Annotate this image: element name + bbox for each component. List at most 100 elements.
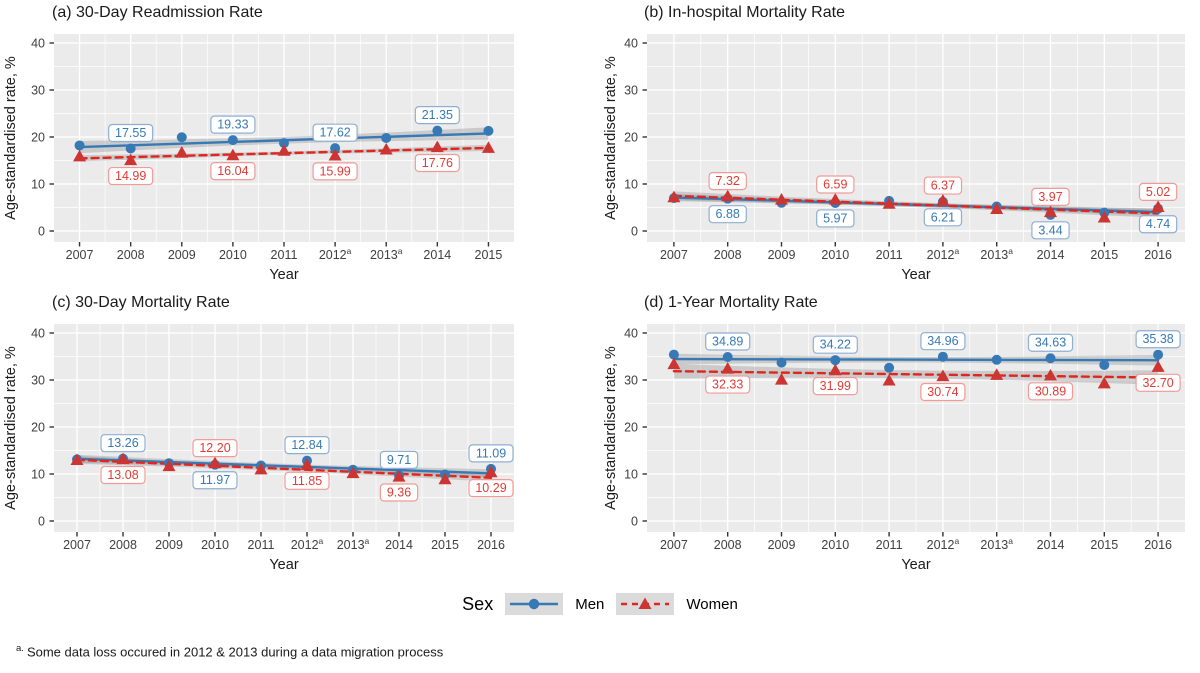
men-value-label: 35.38 xyxy=(1135,330,1181,349)
men-value-label: 11.09 xyxy=(468,444,514,463)
women-point-marker xyxy=(1044,368,1057,381)
x-tick-label: 2012a xyxy=(927,536,960,552)
svg-text:13.26: 13.26 xyxy=(107,436,138,450)
men-point-marker xyxy=(74,140,85,151)
x-tick-label: 2015 xyxy=(1090,538,1118,552)
men-value-label: 4.74 xyxy=(1138,215,1178,234)
women-point-marker xyxy=(828,193,842,205)
y-tick-label: 40 xyxy=(31,327,45,341)
women-point-marker xyxy=(226,148,240,161)
x-tick-label: 2016 xyxy=(477,538,505,552)
men-value-label: 6.21 xyxy=(923,208,963,227)
women-point-marker xyxy=(175,145,189,158)
svg-text:11.85: 11.85 xyxy=(292,474,322,488)
men-value-label: 9.71 xyxy=(379,450,419,469)
major-gridlines xyxy=(54,34,514,242)
svg-text:19.33: 19.33 xyxy=(217,118,248,132)
women-point-marker xyxy=(392,470,406,482)
svg-text:17.62: 17.62 xyxy=(319,126,350,140)
women-value-label: 30.89 xyxy=(1027,382,1074,401)
x-tick-label: 2009 xyxy=(168,248,196,262)
legend-key-women-icon xyxy=(616,593,675,615)
x-tick-label: 2011 xyxy=(271,248,298,262)
women-point-marker xyxy=(328,148,342,161)
women-point-marker xyxy=(1151,200,1165,213)
svg-text:12.20: 12.20 xyxy=(199,441,230,455)
footnote-text: Some data loss occured in 2012 & 2013 du… xyxy=(26,644,444,660)
women-point-marker xyxy=(936,369,950,382)
axis-tick-marks xyxy=(642,42,1159,247)
men-point-marker xyxy=(381,132,392,143)
women-value-label: 14.99 xyxy=(108,166,154,186)
women-points xyxy=(667,189,1165,223)
y-tick-label: 20 xyxy=(31,421,45,435)
women-value-label: 16.04 xyxy=(210,162,256,181)
women-point-marker xyxy=(73,149,87,162)
men-trend-line xyxy=(75,457,493,475)
women-points xyxy=(667,357,1165,389)
svg-text:31.99: 31.99 xyxy=(820,379,851,393)
y-tick-label: 30 xyxy=(624,374,638,388)
women-point-marker xyxy=(990,368,1004,380)
panel-d-chart: 34.89 34.22 34.96 34.63 35.38 32.33 31.99 30.74… xyxy=(603,324,1185,573)
women-point-marker xyxy=(254,462,268,475)
women-point-marker xyxy=(346,466,360,479)
men-point-marker xyxy=(125,143,136,154)
women-value-label: 17.76 xyxy=(414,153,460,173)
svg-text:7.32: 7.32 xyxy=(716,174,740,188)
svg-text:6.59: 6.59 xyxy=(823,178,847,192)
x-tick-label: 2014 xyxy=(423,248,451,262)
y-tick-label: 40 xyxy=(624,327,638,341)
svg-text:11.09: 11.09 xyxy=(476,446,506,460)
y-tick-label: 10 xyxy=(624,178,638,192)
svg-text:16.04: 16.04 xyxy=(217,164,248,178)
svg-text:30.74: 30.74 xyxy=(927,385,958,399)
men-point-marker xyxy=(1099,359,1110,370)
men-value-label: 34.22 xyxy=(812,335,858,354)
men-point-marker xyxy=(330,143,341,154)
svg-text:6.21: 6.21 xyxy=(931,210,955,224)
svg-text:6.37: 6.37 xyxy=(931,179,955,193)
men-point-marker xyxy=(937,351,948,362)
x-tick-label: 2007 xyxy=(63,538,91,552)
men-point-marker xyxy=(279,138,289,149)
svg-text:5.97: 5.97 xyxy=(823,211,847,225)
women-value-label: 12.20 xyxy=(192,439,238,458)
men-value-label: 3.44 xyxy=(1031,221,1070,240)
x-tick-label: 2011 xyxy=(876,248,903,262)
women-value-label: 13.08 xyxy=(100,465,146,485)
women-point-marker xyxy=(70,453,84,465)
y-tick-label: 40 xyxy=(31,37,45,51)
x-tick-label: 2016 xyxy=(1144,538,1172,552)
x-axis-title: Year xyxy=(901,267,930,283)
men-trend-line xyxy=(672,357,1160,362)
svg-text:14.99: 14.99 xyxy=(115,169,146,183)
men-point-marker xyxy=(176,132,187,143)
men-point-marker xyxy=(483,125,494,136)
women-point-marker xyxy=(484,465,498,478)
y-axis-title: Age-standardised rate, % xyxy=(603,346,619,510)
women-points xyxy=(70,452,498,485)
y-tick-label: 40 xyxy=(624,37,638,51)
panel-c-chart: 13.26 11.97 12.84 9.71 11.09 13.08 12.20 11.85 9… xyxy=(3,324,514,573)
women-point-marker xyxy=(721,189,735,202)
men-point-marker xyxy=(432,125,443,136)
minor-gridlines xyxy=(647,324,1185,532)
axis-tick-marks xyxy=(49,332,492,537)
svg-text:34.89: 34.89 xyxy=(712,335,743,349)
y-tick-label: 0 xyxy=(631,225,638,239)
women-point-marker xyxy=(667,357,681,370)
x-axis-title: Year xyxy=(901,557,930,573)
x-tick-label: 2012a xyxy=(291,536,324,552)
women-trend-line xyxy=(75,458,493,479)
svg-text:3.44: 3.44 xyxy=(1038,223,1062,237)
x-tick-label: 2009 xyxy=(155,538,183,552)
women-point-marker xyxy=(124,153,138,166)
women-point-marker xyxy=(116,452,130,465)
panel-c: 13.26 11.97 12.84 9.71 11.09 13.08 12.20 11.85 9… xyxy=(0,290,600,580)
men-point-marker xyxy=(1153,349,1164,360)
men-value-label: 12.84 xyxy=(284,436,330,455)
y-tick-label: 10 xyxy=(31,468,45,482)
x-tick-label: 2016 xyxy=(1144,248,1172,262)
